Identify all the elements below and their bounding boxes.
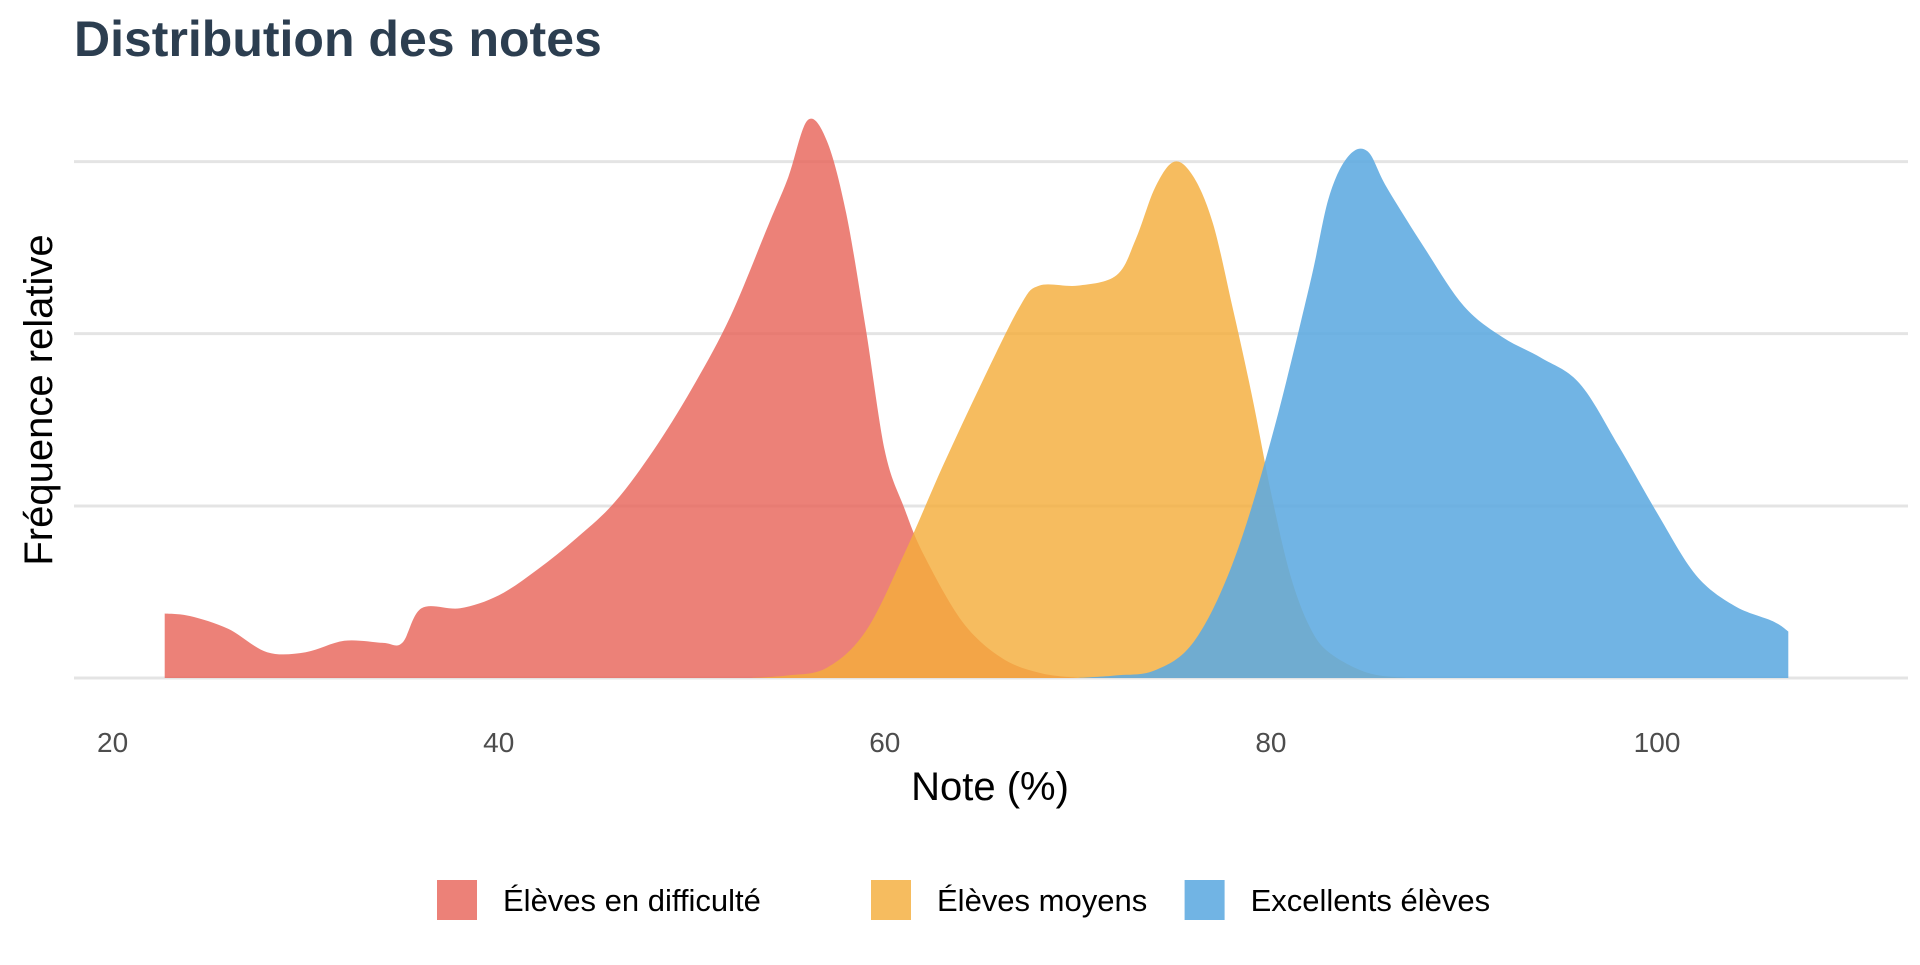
density-area-series-3	[1077, 148, 1789, 678]
x-tick-label-60: 60	[869, 727, 900, 758]
x-axis-label: Note (%)	[911, 765, 1069, 809]
x-tick-label-20: 20	[97, 727, 128, 758]
density-area-series-1	[164, 118, 1078, 678]
legend-swatch-3	[1184, 880, 1225, 920]
x-axis-ticks: 20 40 60 80 100	[97, 727, 1680, 758]
legend-label-2: Élèves moyens	[937, 883, 1147, 918]
legend-label-3: Excellents élèves	[1251, 883, 1491, 918]
legend-swatch-2	[871, 880, 911, 920]
density-series	[164, 118, 1789, 678]
chart-title: Distribution des notes	[74, 11, 602, 67]
x-tick-label-40: 40	[483, 727, 514, 758]
x-tick-label-80: 80	[1255, 727, 1286, 758]
legend: Élèves en difficulté Élèves moyens Excelle…	[437, 880, 1490, 920]
legend-swatch-1	[437, 880, 477, 920]
legend-label-1: Élèves en difficulté	[503, 883, 761, 918]
y-axis-label: Fréquence relative	[17, 234, 61, 565]
x-tick-label-100: 100	[1634, 727, 1681, 758]
